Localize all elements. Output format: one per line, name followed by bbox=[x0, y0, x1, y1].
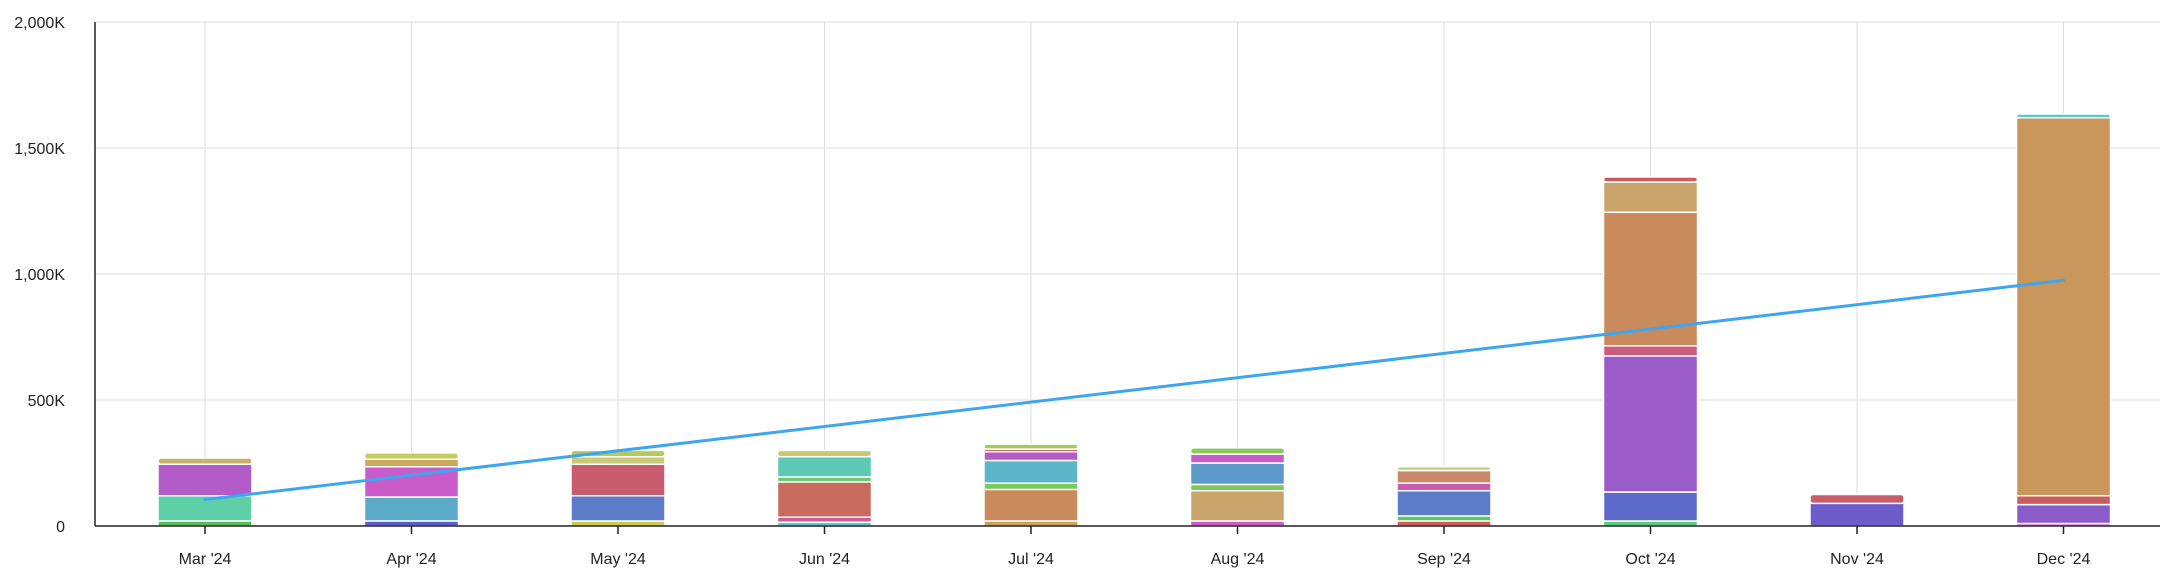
bar-segment bbox=[363, 458, 460, 468]
bar-segment bbox=[570, 455, 666, 466]
bar-segment bbox=[1189, 520, 1286, 527]
bar-segment bbox=[776, 449, 873, 458]
bar-segment bbox=[157, 495, 253, 522]
bar-segment bbox=[157, 463, 253, 497]
bar-segment bbox=[1602, 176, 1699, 183]
bar-segment bbox=[2015, 495, 2112, 506]
bar-segment bbox=[776, 476, 873, 483]
bar-segment bbox=[983, 482, 1079, 491]
bar-segment bbox=[1189, 483, 1286, 492]
bar-segment bbox=[1396, 482, 1492, 492]
bar-segment bbox=[1396, 466, 1492, 472]
trend-line bbox=[203, 278, 2065, 502]
bar-segment bbox=[1396, 515, 1492, 522]
bar-segment bbox=[983, 520, 1079, 527]
x-tick-label: Nov '24 bbox=[1830, 551, 1884, 568]
bar-segment bbox=[1602, 211, 1699, 347]
bar-segment bbox=[1189, 489, 1286, 522]
bar-segment bbox=[2015, 503, 2112, 525]
bar-segment bbox=[363, 520, 460, 527]
y-tick-label: 1,000K bbox=[14, 267, 65, 284]
bar-segment bbox=[1809, 493, 1905, 505]
bar-segment bbox=[983, 488, 1079, 522]
bar-segment bbox=[2015, 117, 2112, 497]
x-tick-label: Oct '24 bbox=[1625, 551, 1675, 568]
y-tick-label: 1,500K bbox=[14, 141, 65, 158]
bar-segment bbox=[1396, 520, 1492, 527]
bar-segment bbox=[157, 520, 253, 527]
bar-segment bbox=[776, 516, 873, 523]
y-tick-label: 2,000K bbox=[14, 15, 65, 32]
bar-segment bbox=[1602, 491, 1699, 522]
x-tick-label: Aug '24 bbox=[1211, 551, 1265, 568]
bar-segment bbox=[1602, 520, 1699, 527]
bar-segment bbox=[1396, 469, 1492, 484]
y-tick-label: 0 bbox=[56, 519, 65, 536]
x-tick-label: Jun '24 bbox=[799, 551, 850, 568]
x-tick-label: Jul '24 bbox=[1008, 551, 1054, 568]
bar-segment bbox=[1189, 447, 1286, 455]
bar-segment bbox=[1602, 345, 1699, 357]
bar-segment bbox=[983, 450, 1079, 462]
bar-segment bbox=[1396, 489, 1492, 517]
bar-segment bbox=[2015, 113, 2112, 119]
bar-segment bbox=[570, 495, 666, 522]
x-tick-label: May '24 bbox=[590, 551, 646, 568]
bar-segment bbox=[570, 463, 666, 497]
bar-segment bbox=[776, 481, 873, 518]
x-tick-label: Dec '24 bbox=[2037, 551, 2091, 568]
bar-segment bbox=[1809, 502, 1905, 527]
bar-segment bbox=[1189, 462, 1286, 486]
x-tick-label: Sep '24 bbox=[1417, 551, 1471, 568]
bar-segment bbox=[983, 443, 1079, 450]
bar-segment bbox=[1602, 355, 1699, 493]
bar-segment bbox=[776, 455, 873, 478]
bar-segment bbox=[570, 520, 666, 527]
bar-segment bbox=[157, 457, 253, 466]
bar-segment bbox=[363, 452, 460, 460]
y-tick-label: 500K bbox=[28, 393, 66, 410]
x-tick-label: Mar '24 bbox=[179, 551, 232, 568]
bar-segment bbox=[1189, 453, 1286, 464]
bar-segment bbox=[1602, 181, 1699, 214]
bar-segment bbox=[363, 496, 460, 522]
x-tick-label: Apr '24 bbox=[386, 551, 436, 568]
bar-segment bbox=[983, 459, 1079, 484]
